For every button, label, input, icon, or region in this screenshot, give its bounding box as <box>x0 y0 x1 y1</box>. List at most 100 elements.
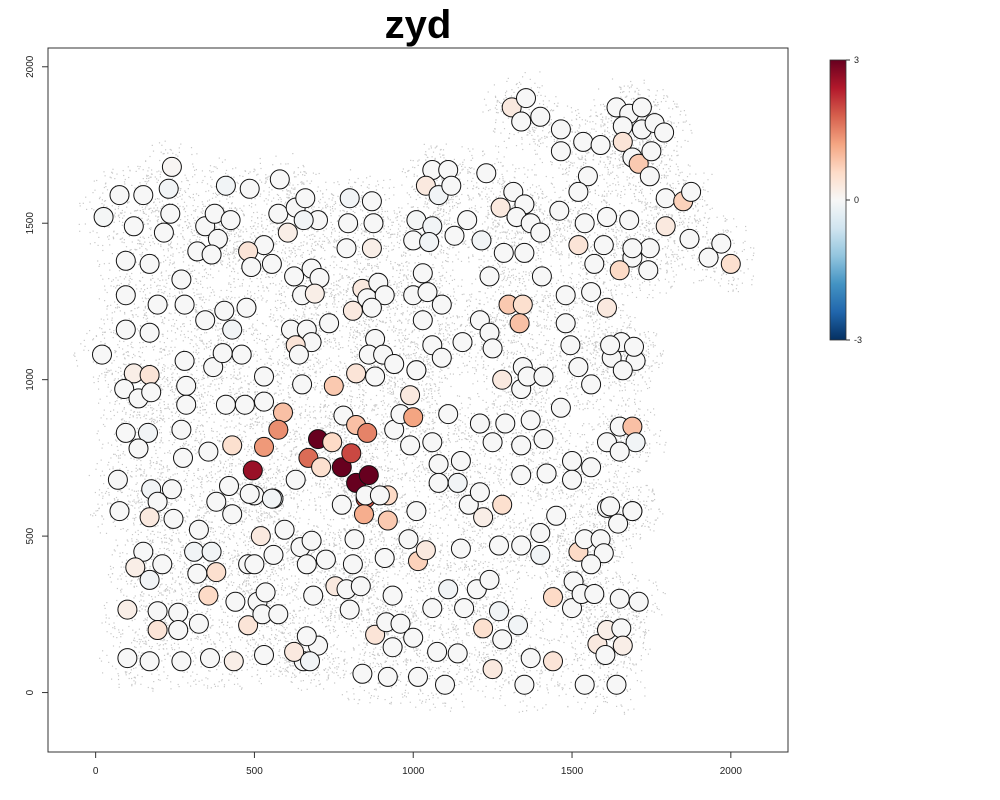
background-speck <box>94 242 96 244</box>
background-speck <box>528 109 530 111</box>
background-speck <box>500 273 502 275</box>
background-speck <box>613 243 615 245</box>
background-speck <box>229 254 231 256</box>
background-speck <box>493 247 495 249</box>
background-speck <box>221 264 223 266</box>
background-speck <box>239 259 241 261</box>
background-speck <box>670 249 672 251</box>
background-speck <box>591 210 593 212</box>
background-speck <box>228 257 230 259</box>
background-speck <box>617 193 619 195</box>
background-speck <box>333 182 335 184</box>
background-speck <box>133 210 136 212</box>
background-speck <box>108 226 110 228</box>
background-speck <box>659 182 662 184</box>
background-speck <box>514 171 516 173</box>
background-speck <box>602 125 604 127</box>
background-speck <box>152 211 154 213</box>
background-speck <box>196 278 198 280</box>
background-speck <box>275 233 277 236</box>
background-speck <box>591 128 593 130</box>
background-speck <box>584 155 586 157</box>
background-speck <box>187 227 189 229</box>
background-speck <box>620 197 622 199</box>
background-speck <box>652 297 654 299</box>
background-speck <box>503 269 505 271</box>
background-speck <box>324 249 326 252</box>
background-speck <box>499 266 501 268</box>
background-speck <box>502 182 504 185</box>
background-speck <box>503 272 505 274</box>
background-speck <box>637 148 639 150</box>
background-speck <box>461 146 463 148</box>
background-speck <box>185 191 187 193</box>
chart-title: zyd <box>385 3 452 47</box>
background-speck <box>617 167 619 169</box>
background-speck <box>167 152 169 154</box>
background-speck <box>671 215 673 218</box>
background-speck <box>608 163 610 165</box>
background-speck <box>209 165 212 167</box>
background-speck <box>408 169 410 172</box>
background-speck <box>595 253 597 255</box>
background-speck <box>629 183 631 185</box>
background-speck <box>265 181 267 183</box>
background-speck <box>675 163 677 165</box>
background-speck <box>619 167 621 169</box>
background-speck <box>131 241 133 243</box>
background-speck <box>672 108 674 110</box>
background-speck <box>586 153 588 155</box>
background-speck <box>288 194 290 196</box>
background-speck <box>559 164 562 166</box>
background-speck <box>537 144 539 146</box>
background-speck <box>386 256 388 259</box>
background-speck <box>271 222 273 224</box>
background-speck <box>372 234 374 236</box>
background-speck <box>552 219 554 221</box>
background-speck <box>456 206 458 208</box>
background-speck <box>511 89 513 91</box>
background-speck <box>292 260 294 262</box>
background-speck <box>377 180 379 182</box>
background-speck <box>196 181 198 184</box>
background-speck <box>533 209 536 211</box>
background-speck <box>513 241 515 243</box>
background-speck <box>633 175 635 178</box>
background-speck <box>612 166 614 168</box>
background-speck <box>383 220 385 222</box>
background-speck <box>545 175 547 178</box>
background-speck <box>505 218 508 220</box>
background-speck <box>277 229 279 231</box>
background-speck <box>491 237 493 240</box>
background-speck <box>697 222 699 224</box>
background-speck <box>554 191 556 193</box>
background-speck <box>564 229 566 231</box>
background-speck <box>462 161 464 163</box>
background-speck <box>149 155 151 158</box>
background-speck <box>218 223 220 225</box>
background-speck <box>532 257 534 259</box>
background-speck <box>529 241 531 243</box>
background-speck <box>282 285 284 287</box>
background-speck <box>616 245 618 248</box>
background-speck <box>457 203 459 205</box>
background-speck <box>216 226 218 228</box>
background-speck <box>653 206 655 208</box>
background-speck <box>139 182 141 184</box>
background-speck <box>623 91 625 93</box>
background-speck <box>645 203 647 205</box>
background-speck <box>654 105 656 107</box>
background-speck <box>479 270 481 272</box>
background-speck <box>581 119 583 121</box>
background-speck <box>647 89 649 91</box>
background-speck <box>594 105 596 107</box>
background-speck <box>616 229 618 231</box>
background-speck <box>377 212 379 214</box>
background-speck <box>668 281 670 283</box>
background-speck <box>676 106 678 108</box>
background-speck <box>589 191 591 193</box>
background-speck <box>487 201 489 203</box>
background-speck <box>280 280 283 282</box>
background-speck <box>498 222 500 224</box>
background-speck <box>596 224 598 226</box>
